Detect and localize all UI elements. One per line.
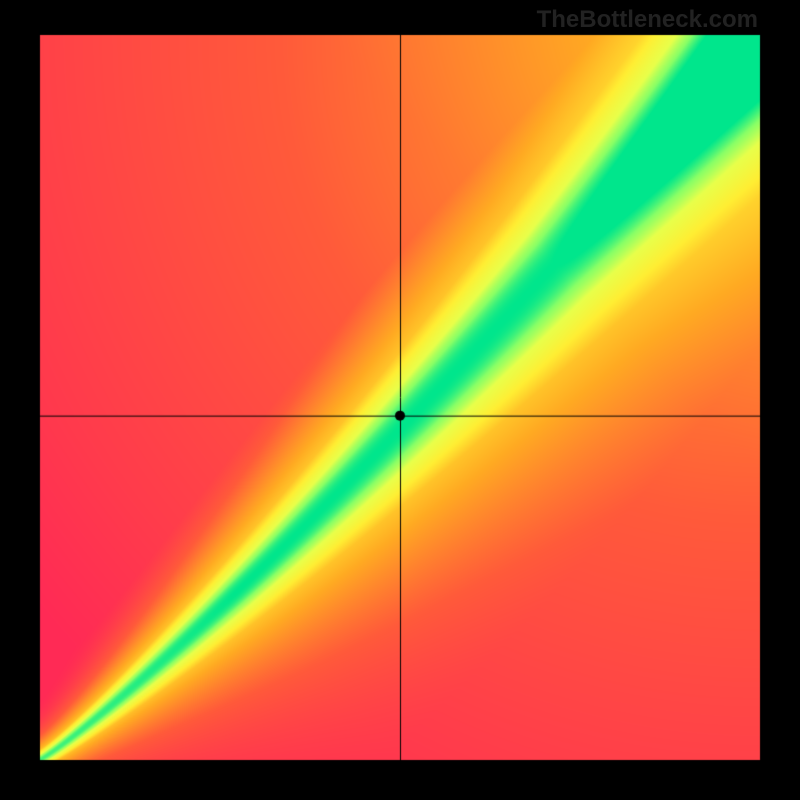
watermark-text: TheBottleneck.com	[537, 6, 758, 34]
bottleneck-heatmap	[0, 0, 800, 800]
chart-container: TheBottleneck.com	[0, 0, 800, 800]
